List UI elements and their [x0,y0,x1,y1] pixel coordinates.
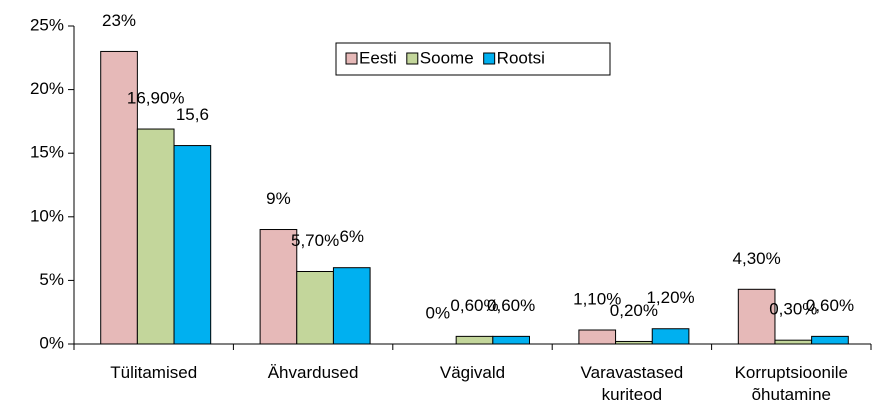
x-tick-label-line: Korruptsioonile [735,363,848,382]
bar [578,329,617,345]
bar [136,128,175,345]
legend-swatch [406,52,419,65]
bar [651,328,690,345]
x-tick-label-line: Ähvardused [268,363,359,382]
value-label: 0% [426,303,451,322]
legend-label: Eesti [359,48,397,67]
x-tick-label: Varavastased kuriteod [581,363,684,404]
value-label: 6% [339,227,364,246]
bar [296,270,334,345]
bar [811,335,849,345]
bar [615,340,653,345]
bar [737,288,776,345]
y-tick-label: 20% [30,79,64,98]
value-label: 1,10% [573,289,621,308]
bar [774,339,813,345]
value-label: 23% [102,11,136,30]
legend: Eesti Soome Rootsi [335,42,611,76]
value-label: 5,70% [291,231,339,250]
x-tick-label: Korruptsioonile õhutamine [735,363,848,404]
x-tick-label-line: kuriteod [602,385,662,404]
x-tick-label-line: Varavastased [581,363,684,382]
bar [455,335,494,345]
bar [173,145,212,345]
y-tick-label: 10% [30,206,64,225]
bar [332,267,371,345]
value-label: 1,20% [646,288,694,307]
value-label: 9% [266,189,291,208]
legend-label: Rootsi [497,48,545,67]
legend-box [335,42,611,76]
value-label: 0,30% [769,300,817,319]
y-tick-label: 15% [30,143,64,162]
value-label: 0,60% [806,296,854,315]
x-tick-label-line: õhutamine [752,385,831,404]
value-label: 15,6 [176,105,209,124]
value-label: 16,90% [127,89,185,108]
x-tick-label: Vägivald [440,363,505,382]
y-tick-label: 0% [39,333,64,352]
y-tick-label: 5% [39,270,64,289]
value-label: 4,30% [733,249,781,268]
bar [259,229,298,345]
bar [492,335,530,345]
legend-swatch [483,52,496,65]
value-label: 0,20% [610,301,658,320]
value-label: 0,60% [487,296,535,315]
value-label: 0,60% [450,296,498,315]
x-tick-label: Ähvardused [268,363,359,382]
x-tick-label-line: Tülitamised [110,363,197,382]
legend-label: Soome [420,48,474,67]
x-tick-label: Tülitamised [110,363,197,382]
y-tick-label: 25% [30,15,64,34]
x-tick-label-line: Vägivald [440,363,505,382]
legend-swatch [345,52,358,65]
